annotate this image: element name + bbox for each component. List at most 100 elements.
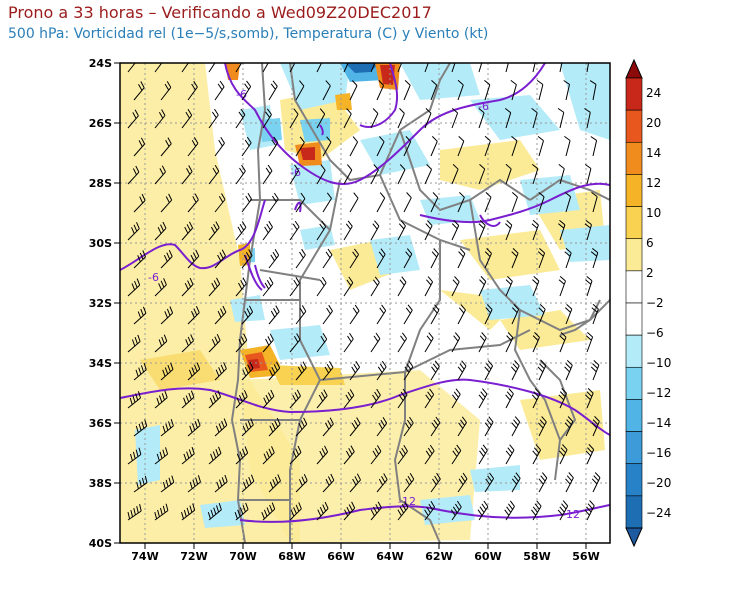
colorbar-label: 10	[646, 206, 661, 220]
wind-barb	[208, 277, 221, 297]
wind-barb	[187, 362, 201, 381]
colorbar-label: −24	[646, 506, 671, 520]
wind-barb	[505, 163, 512, 185]
wind-barb	[370, 220, 380, 241]
wind-barb	[538, 472, 548, 493]
wind-barb	[235, 389, 248, 409]
wind-barb	[154, 447, 169, 465]
wind-barb	[262, 108, 272, 129]
wind-barb	[316, 63, 323, 73]
wind-barb	[370, 276, 380, 297]
wind-barb	[289, 333, 301, 353]
wind-barb	[349, 248, 360, 269]
colorbar-swatch	[625, 463, 643, 497]
wind-barb	[451, 444, 462, 465]
wind-barb	[424, 220, 433, 241]
wind-barb	[457, 416, 467, 437]
colorbar-label: 20	[646, 116, 661, 130]
wind-barb	[127, 165, 140, 185]
lon-label: 62W	[425, 550, 452, 563]
wind-barb	[505, 444, 515, 465]
wind-barb	[478, 444, 488, 465]
wind-barb	[208, 165, 220, 185]
wind-barb	[133, 362, 147, 381]
wind-barb	[536, 79, 544, 101]
wind-barb	[268, 417, 281, 437]
wind-barb	[322, 136, 332, 157]
wind-barb	[349, 136, 359, 157]
colorbar-label: 6	[646, 236, 654, 250]
wind-barb	[181, 390, 195, 409]
wind-barb	[181, 334, 194, 353]
wind-barb	[424, 444, 435, 465]
wind-barb	[484, 135, 491, 157]
wind-barb	[234, 502, 249, 521]
lon-label: 64W	[376, 550, 403, 563]
wind-barb	[511, 304, 520, 325]
wind-barb	[262, 220, 273, 241]
wind-barb	[154, 278, 167, 297]
wind-barb	[532, 276, 540, 297]
wind-barb	[160, 249, 173, 269]
wind-barb	[591, 416, 600, 437]
contour-label: -6	[478, 100, 489, 113]
lat-label: 24S	[89, 57, 112, 70]
wind-barb	[537, 136, 544, 157]
wind-barb	[262, 333, 274, 353]
wind-barb	[295, 417, 308, 437]
wind-barb	[127, 334, 141, 353]
wind-barb	[484, 80, 491, 101]
wind-barb	[403, 80, 411, 101]
wind-barb	[261, 502, 276, 521]
wind-barb	[349, 304, 360, 325]
wind-barb	[397, 388, 408, 409]
wind-barb	[424, 63, 429, 73]
wind-barb	[511, 248, 519, 269]
colorbar-swatch	[625, 141, 643, 175]
wind-barb	[397, 501, 409, 521]
wind-barb	[557, 107, 565, 129]
wind-barb	[349, 417, 361, 437]
contour-label: -12	[562, 508, 580, 521]
wind-barb	[484, 472, 495, 493]
colorbar-swatch	[625, 302, 643, 336]
wind-barb	[160, 81, 172, 101]
wind-barb	[154, 165, 166, 185]
wind-barb	[208, 63, 216, 73]
colorbar-swatch	[625, 495, 643, 529]
wind-barb	[343, 445, 355, 465]
colorbar-label: −6	[646, 326, 664, 340]
wind-barb	[451, 108, 459, 129]
wind-barb	[127, 109, 139, 129]
wind-barb	[564, 192, 572, 213]
wind-barb	[295, 80, 305, 101]
wind-barb	[343, 220, 353, 241]
wind-barb	[585, 388, 594, 409]
wind-barb	[590, 136, 598, 157]
wind-barb	[268, 80, 278, 101]
lat-label: 36S	[89, 417, 112, 430]
wind-barb	[133, 250, 146, 269]
colorbar-label: 2	[646, 266, 654, 280]
wind-barb	[262, 277, 274, 297]
wind-barb	[564, 304, 573, 325]
wind-barb	[268, 361, 281, 381]
wind-barb	[585, 444, 595, 465]
wind-barb	[322, 248, 333, 269]
wind-barb	[590, 360, 600, 381]
colorbar-label: 14	[646, 146, 661, 160]
wind-barb	[133, 306, 147, 325]
wind-barb	[430, 248, 439, 269]
wind-barb	[511, 416, 521, 437]
wind-barb	[397, 276, 407, 297]
wind-barb	[295, 192, 306, 213]
contour-labels: -6 -6 -6 -6 -12 -12	[148, 88, 580, 521]
wind-barb	[343, 501, 356, 521]
wind-barb	[187, 80, 198, 101]
wind-barb	[457, 192, 465, 213]
wind-barb	[154, 109, 166, 129]
wind-barb	[241, 193, 253, 213]
wind-barb	[187, 418, 201, 437]
lat-label: 40S	[89, 537, 112, 550]
